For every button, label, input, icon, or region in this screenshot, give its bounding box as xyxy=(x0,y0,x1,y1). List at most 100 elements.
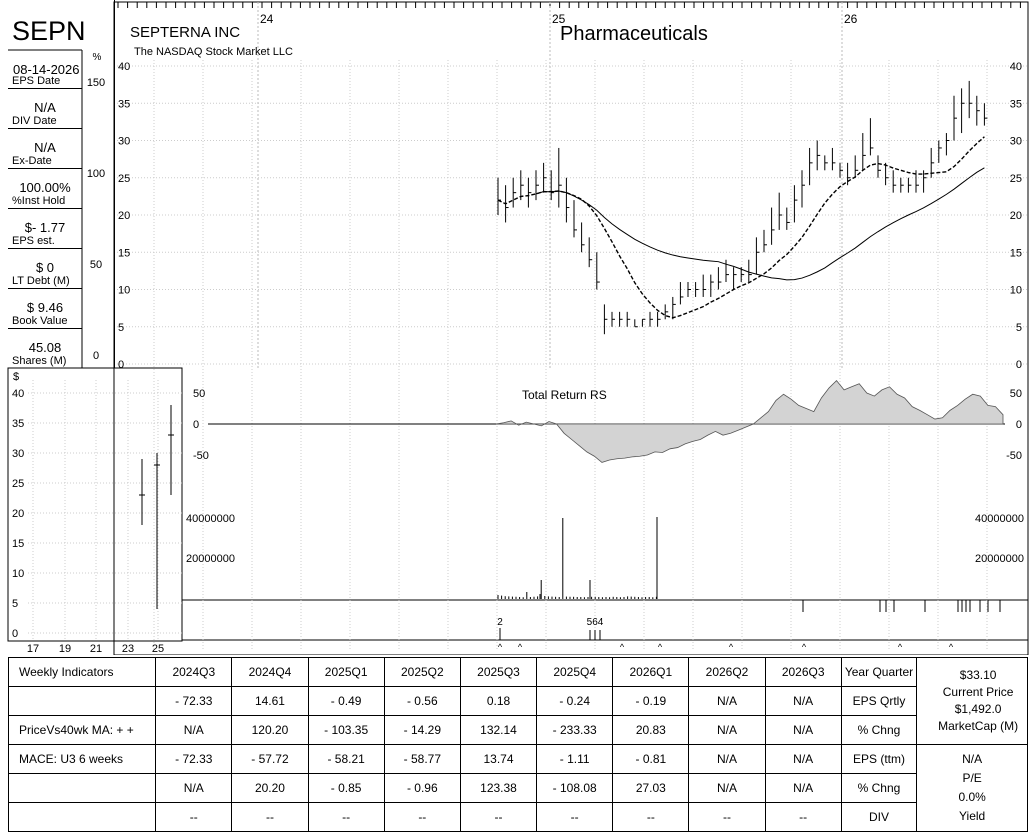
pe-value: N/A xyxy=(962,752,983,766)
caret-marker: ^ xyxy=(498,642,503,652)
price-tick-right: 25 xyxy=(1010,173,1022,185)
table-cell: - 0.56 xyxy=(383,686,461,716)
table-row: Weekly Indicators 2024Q3 2024Q4 2025Q1 2025Q… xyxy=(7,657,1028,745)
table-cell: -- xyxy=(764,802,842,832)
stat-value: N/A xyxy=(34,140,56,155)
table-cell: 20.83 xyxy=(612,715,690,745)
stat-value: 100.00% xyxy=(19,180,71,195)
rs-tick-right: 0 xyxy=(1016,419,1022,431)
stat-divider xyxy=(8,328,82,329)
price-tick-right: 10 xyxy=(1010,285,1022,297)
table-cell: -- xyxy=(155,802,233,832)
caret-marker: ^ xyxy=(518,642,523,652)
stat-value: $ 0 xyxy=(35,260,55,275)
table-cell: N/A xyxy=(764,744,842,774)
table-cell: - 103.35 xyxy=(307,715,385,745)
table-cell: N/A xyxy=(688,744,766,774)
price-tick-left: 35 xyxy=(118,98,130,110)
table-cell: - 108.08 xyxy=(536,773,614,803)
price-tick-right: 5 xyxy=(1016,322,1022,334)
table-cell: 2024Q4 xyxy=(231,657,309,687)
table-row: N/A 20.20- 0.85- 0.96 123.38- 108.08 27.03 N… xyxy=(7,773,1028,803)
rs-area xyxy=(495,380,1004,463)
mini-chart-frame xyxy=(7,367,183,642)
year-label: 24 xyxy=(260,12,274,26)
fundamentals-table: Weekly Indicators 2024Q3 2024Q4 2025Q1 2025Q… xyxy=(7,657,1028,832)
price-tick-left: 10 xyxy=(118,285,130,297)
stat-label: Shares (M) xyxy=(12,355,67,367)
table-cell: 123.38 xyxy=(459,773,538,803)
table-row: MACE: U3 6 weeks - 72.33- 57.72- 58.21- 5… xyxy=(7,744,1028,832)
price-tick-left: 5 xyxy=(118,322,124,334)
price-tick-left: 25 xyxy=(118,173,130,185)
stat-divider xyxy=(8,168,82,169)
current-price: $33.10 xyxy=(959,668,997,682)
event-marker: 564 xyxy=(587,617,604,628)
row-metric-label: DIV xyxy=(840,802,918,832)
price-tick-left: 40 xyxy=(118,61,130,73)
rs-tick-left: 0 xyxy=(193,419,199,431)
mini-tick-y: 40 xyxy=(12,388,24,400)
table-cell: 2026Q3 xyxy=(764,657,842,687)
row-label: PriceVs40wk MA: + + xyxy=(7,715,157,745)
caret-marker: ^ xyxy=(898,642,903,652)
table-cell: - 0.85 xyxy=(307,773,385,803)
mini-tick-y: 0 xyxy=(12,628,18,640)
year-label: 25 xyxy=(552,12,566,26)
table-cell: 14.61 xyxy=(231,686,309,716)
mini-tick-y: 5 xyxy=(12,598,18,610)
price-tick-left: 15 xyxy=(118,247,130,259)
caret-marker: ^ xyxy=(949,642,954,652)
table-cell: -- xyxy=(536,802,614,832)
volume-tick-left: 40000000 xyxy=(186,513,235,525)
table-cell: - 72.33 xyxy=(155,744,233,774)
pct-axis-unit: % xyxy=(93,52,102,63)
table-row: PriceVs40wk MA: + + N/A 120.20- 103.35- 14… xyxy=(7,715,1028,745)
table-cell: - 58.21 xyxy=(307,744,385,774)
row-metric-label: % Chng xyxy=(840,773,918,803)
stat-label: EPS est. xyxy=(12,235,55,247)
yield-label: Yield xyxy=(958,809,986,823)
yield-value: 0.0% xyxy=(958,790,986,804)
pct-tick: 50 xyxy=(90,259,102,271)
table-cell: N/A xyxy=(688,773,766,803)
price-tick-left: 20 xyxy=(118,210,130,222)
table-cell: -- xyxy=(612,802,690,832)
mini-tick-y: 10 xyxy=(12,568,24,580)
table-cell: 132.14 xyxy=(459,715,538,745)
table-cell: N/A xyxy=(688,686,766,716)
price-tick-right: 20 xyxy=(1010,210,1022,222)
rs-tick-left: -50 xyxy=(193,450,209,462)
table-cell: -- xyxy=(231,802,309,832)
table-cell: -- xyxy=(459,802,538,832)
current-price-label: Current Price xyxy=(942,685,1014,699)
table-cell: - 0.96 xyxy=(383,773,461,803)
stat-divider xyxy=(8,88,82,89)
row-label: Weekly Indicators xyxy=(7,657,157,687)
stat-value: 08-14-2026 xyxy=(13,62,80,77)
ticker-symbol: SEPN xyxy=(12,16,86,46)
row-metric-label: EPS (ttm) xyxy=(840,744,918,774)
table-row: - 72.33 14.61- 0.49- 0.56 0.18- 0.24- 0.19… xyxy=(7,686,1028,716)
table-cell: 27.03 xyxy=(612,773,690,803)
stat-value: $- 1.77 xyxy=(24,220,66,235)
stat-value: 45.08 xyxy=(28,340,62,355)
table-cell: - 14.29 xyxy=(383,715,461,745)
table-cell: 120.20 xyxy=(231,715,309,745)
rs-tick-right: -50 xyxy=(1006,450,1022,462)
mini-tick-y: 30 xyxy=(12,448,24,460)
company-name: SEPTERNA INC xyxy=(130,24,241,41)
table-cell: N/A xyxy=(764,686,842,716)
volume-tick-left: 20000000 xyxy=(186,553,235,565)
mini-tick-x: 23 xyxy=(122,643,134,655)
price-tick-right: 30 xyxy=(1010,136,1022,148)
price-tick-right: 0 xyxy=(1016,359,1022,371)
caret-marker: ^ xyxy=(802,642,807,652)
row-label xyxy=(7,686,157,716)
table-cell: - 0.49 xyxy=(307,686,385,716)
table-cell: 20.20 xyxy=(231,773,309,803)
pct-tick: 150 xyxy=(87,77,105,89)
price-tick-right: 35 xyxy=(1010,98,1022,110)
table-cell: 13.74 xyxy=(459,744,538,774)
